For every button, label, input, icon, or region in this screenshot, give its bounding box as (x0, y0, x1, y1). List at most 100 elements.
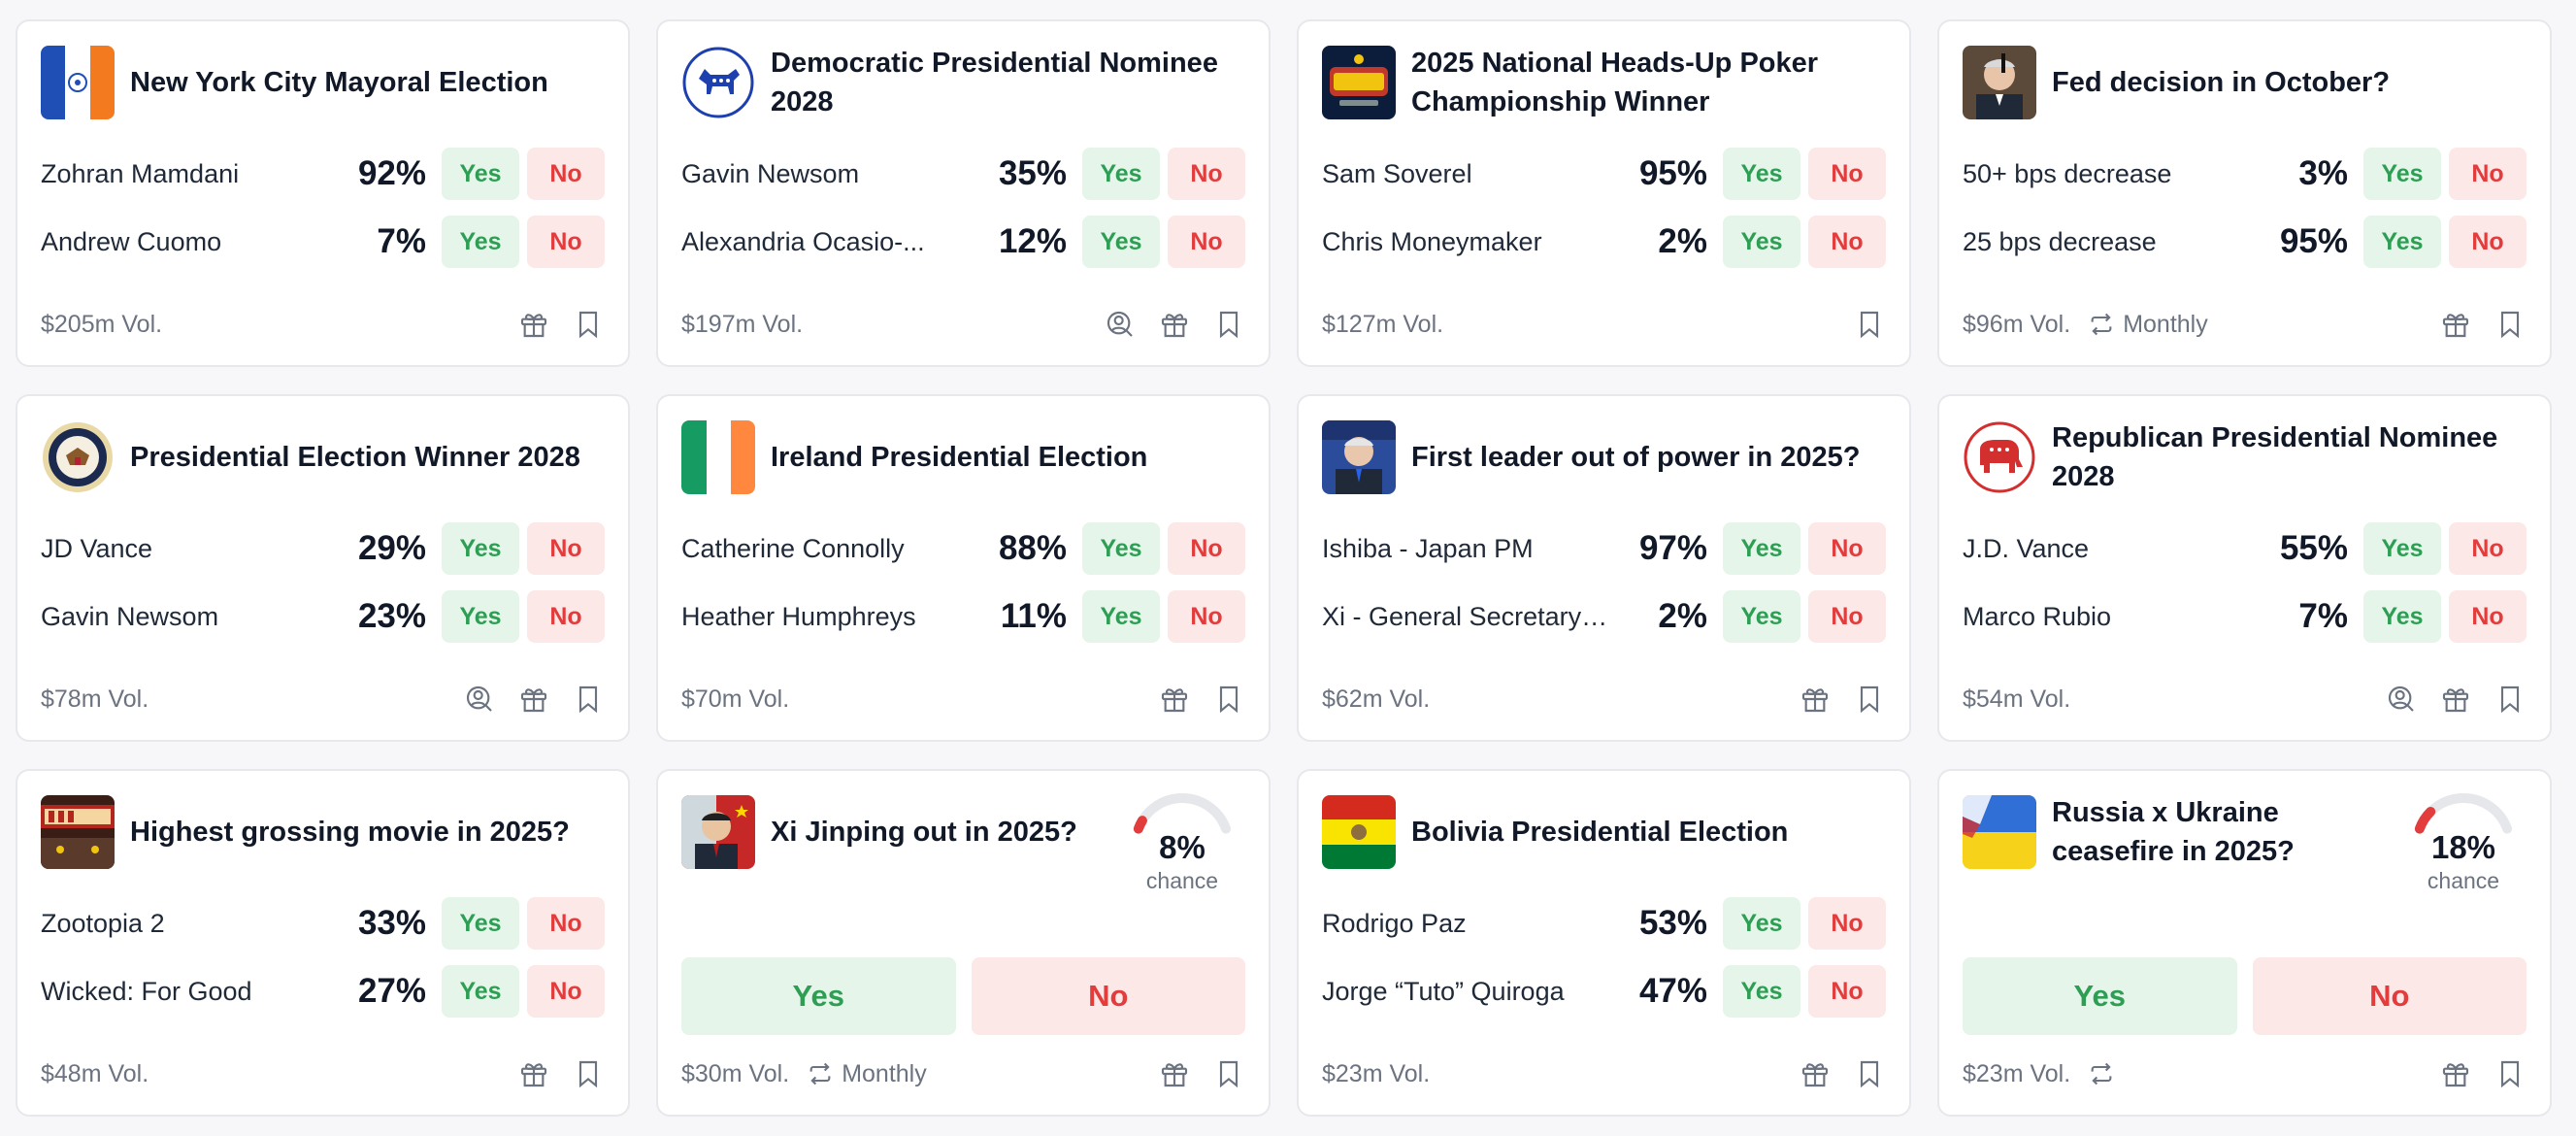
market-title[interactable]: Bolivia Presidential Election (1411, 817, 1789, 848)
yes-button[interactable]: Yes (442, 590, 519, 643)
yes-button[interactable]: Yes (2363, 590, 2441, 643)
gift-icon[interactable] (517, 1057, 550, 1090)
no-button[interactable]: No (1808, 148, 1886, 200)
outcome-percent: 2% (1658, 597, 1707, 635)
rewards-icon[interactable] (2385, 683, 2418, 716)
yes-button[interactable]: Yes (1723, 965, 1800, 1018)
no-button[interactable]: No (527, 216, 605, 268)
outcome-row: Xi - General Secretary o... 2% Yes No (1322, 590, 1886, 643)
gift-icon[interactable] (2439, 308, 2472, 341)
market-card-movie[interactable]: Highest grossing movie in 2025? Zootopia… (16, 769, 630, 1117)
yes-button[interactable]: Yes (442, 216, 519, 268)
no-button[interactable]: No (971, 957, 1245, 1035)
yes-button[interactable]: Yes (1723, 148, 1800, 200)
bookmark-icon[interactable] (2493, 308, 2526, 341)
no-button[interactable]: No (527, 148, 605, 200)
gift-icon[interactable] (1799, 1057, 1832, 1090)
no-button[interactable]: No (1808, 590, 1886, 643)
rewards-icon[interactable] (463, 683, 496, 716)
bookmark-icon[interactable] (572, 308, 605, 341)
no-button[interactable]: No (527, 897, 605, 950)
market-card-poker[interactable]: 2025 National Heads-Up Poker Championshi… (1297, 19, 1911, 367)
gift-icon[interactable] (2439, 1057, 2472, 1090)
market-card-pres-winner[interactable]: Presidential Election Winner 2028 JD Van… (16, 394, 630, 742)
market-title[interactable]: Xi Jinping out in 2025? (771, 817, 1077, 848)
yes-button[interactable]: Yes (442, 965, 519, 1018)
bookmark-icon[interactable] (2493, 1057, 2526, 1090)
no-button[interactable]: No (2449, 590, 2526, 643)
bookmark-icon[interactable] (2493, 683, 2526, 716)
yes-button[interactable]: Yes (1723, 216, 1800, 268)
no-button[interactable]: No (1168, 590, 1245, 643)
gift-icon[interactable] (517, 683, 550, 716)
no-button[interactable]: No (1168, 216, 1245, 268)
gift-icon[interactable] (1158, 308, 1191, 341)
market-card-ireland[interactable]: Ireland Presidential Election Catherine … (656, 394, 1271, 742)
bolivia-flag-icon (1322, 795, 1396, 869)
yes-button[interactable]: Yes (1723, 590, 1800, 643)
market-title[interactable]: Highest grossing movie in 2025? (130, 817, 570, 848)
market-title[interactable]: New York City Mayoral Election (130, 67, 548, 98)
yes-button[interactable]: Yes (2363, 148, 2441, 200)
no-button[interactable]: No (2449, 148, 2526, 200)
market-title[interactable]: Republican Presidential Nominee 2028 (2052, 422, 2498, 492)
rewards-icon[interactable] (1104, 308, 1137, 341)
bookmark-icon[interactable] (1212, 308, 1245, 341)
yes-button[interactable]: Yes (2363, 216, 2441, 268)
no-button[interactable]: No (2449, 216, 2526, 268)
market-card-rep-nominee[interactable]: Republican Presidential Nominee 2028 J.D… (1937, 394, 2552, 742)
no-button[interactable]: No (1808, 897, 1886, 950)
yes-button[interactable]: Yes (442, 522, 519, 575)
market-title[interactable]: First leader out of power in 2025? (1411, 442, 1861, 473)
market-title[interactable]: Presidential Election Winner 2028 (130, 442, 580, 473)
market-card-russia-ukraine[interactable]: Russia x Ukraine ceasefire in 2025? 18% … (1937, 769, 2552, 1117)
bookmark-icon[interactable] (572, 683, 605, 716)
yes-button[interactable]: Yes (1963, 957, 2237, 1035)
no-button[interactable]: No (1808, 522, 1886, 575)
market-card-bolivia[interactable]: Bolivia Presidential Election Rodrigo Pa… (1297, 769, 1911, 1117)
market-title[interactable]: Fed decision in October? (2052, 67, 2391, 98)
bookmark-icon[interactable] (1212, 683, 1245, 716)
yes-button[interactable]: Yes (442, 897, 519, 950)
bookmark-icon[interactable] (1853, 683, 1886, 716)
no-button[interactable]: No (1808, 216, 1886, 268)
bookmark-icon[interactable] (1853, 308, 1886, 341)
bookmark-icon[interactable] (1212, 1057, 1245, 1090)
no-button[interactable]: No (527, 590, 605, 643)
gift-icon[interactable] (1158, 683, 1191, 716)
yes-button[interactable]: Yes (1082, 590, 1160, 643)
bookmark-icon[interactable] (1853, 1057, 1886, 1090)
yes-button[interactable]: Yes (1082, 148, 1160, 200)
market-title[interactable]: 2025 National Heads-Up Poker Championshi… (1411, 48, 1819, 117)
market-card-fed-decision[interactable]: Fed decision in October? 50+ bps decreas… (1937, 19, 2552, 367)
market-card-xi-out[interactable]: Xi Jinping out in 2025? 8% chance Yes No… (656, 769, 1271, 1117)
yes-button[interactable]: Yes (442, 148, 519, 200)
bookmark-icon[interactable] (572, 1057, 605, 1090)
gift-icon[interactable] (1799, 683, 1832, 716)
democrat-donkey-icon (681, 46, 755, 119)
market-card-dem-nominee[interactable]: Democratic Presidential Nominee 2028 Gav… (656, 19, 1271, 367)
gift-icon[interactable] (1158, 1057, 1191, 1090)
no-button[interactable]: No (1168, 148, 1245, 200)
outcome-row: Marco Rubio 7% Yes No (1963, 590, 2526, 643)
gift-icon[interactable] (517, 308, 550, 341)
yes-button[interactable]: Yes (1082, 216, 1160, 268)
yes-button[interactable]: Yes (1723, 522, 1800, 575)
market-title[interactable]: Russia x Ukraine ceasefire in 2025? (2052, 797, 2295, 867)
yes-button[interactable]: Yes (2363, 522, 2441, 575)
yes-button[interactable]: Yes (681, 957, 956, 1035)
no-button[interactable]: No (2449, 522, 2526, 575)
market-card-first-leader-out[interactable]: First leader out of power in 2025? Ishib… (1297, 394, 1911, 742)
market-title[interactable]: Democratic Presidential Nominee 2028 (771, 48, 1218, 117)
no-button[interactable]: No (527, 965, 605, 1018)
gift-icon[interactable] (2439, 683, 2472, 716)
no-button[interactable]: No (527, 522, 605, 575)
market-title[interactable]: Ireland Presidential Election (771, 442, 1148, 473)
no-button[interactable]: No (2252, 957, 2526, 1035)
yes-button[interactable]: Yes (1082, 522, 1160, 575)
market-card-nyc-mayor[interactable]: New York City Mayoral Election Zohran Ma… (16, 19, 630, 367)
nyc-flag-icon (41, 46, 115, 119)
no-button[interactable]: No (1808, 965, 1886, 1018)
yes-button[interactable]: Yes (1723, 897, 1800, 950)
no-button[interactable]: No (1168, 522, 1245, 575)
